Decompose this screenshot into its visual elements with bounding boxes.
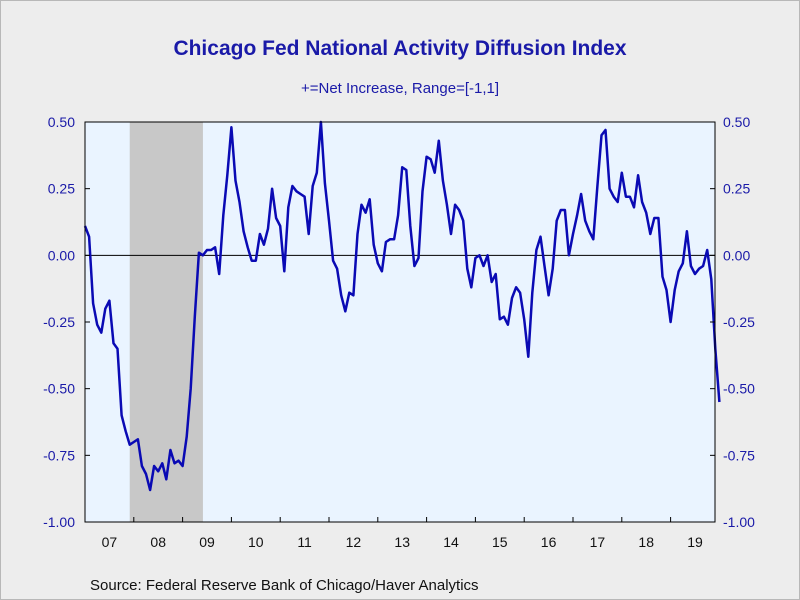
y-tick-label-left: 0.00	[48, 247, 75, 263]
y-tick-label-left: -0.25	[43, 314, 75, 330]
y-tick-label-left: 0.25	[48, 181, 75, 197]
x-tick-label: 19	[687, 534, 703, 550]
y-tick-label-right: 0.25	[723, 181, 750, 197]
y-tick-label-right: -0.50	[723, 381, 755, 397]
y-tick-label-right: -0.75	[723, 447, 755, 463]
x-tick-label: 18	[638, 534, 654, 550]
y-tick-label-left: -0.50	[43, 381, 75, 397]
x-axis: 07 08 09 10 11 12 13 14 15 16 17 18 19	[84, 517, 703, 550]
y-axis-left: 0.50 0.25 0.00 -0.25 -0.50 -0.75 -1.00	[43, 114, 90, 530]
chart-subtitle: +=Net Increase, Range=[-1,1]	[300, 80, 500, 97]
x-tick-label: 08	[150, 534, 166, 550]
y-tick-label-right: 0.50	[723, 114, 750, 130]
y-tick-label-left: -1.00	[43, 514, 75, 530]
x-tick-label: 09	[199, 534, 215, 550]
x-tick-label: 17	[590, 534, 606, 550]
y-tick-label-left: 0.50	[48, 114, 75, 130]
x-tick-label: 07	[102, 534, 118, 550]
y-axis-right: 0.50 0.25 0.00 -0.25 -0.50 -0.75 -1.00	[710, 114, 755, 530]
x-tick-label: 12	[346, 534, 362, 550]
x-tick-label: 11	[297, 534, 312, 550]
series-line	[83, 120, 721, 492]
source-note: Source: Federal Reserve Bank of Chicago/…	[90, 577, 479, 594]
x-tick-label: 14	[443, 534, 459, 550]
y-tick-label-right: -1.00	[723, 514, 755, 530]
x-tick-label: 16	[541, 534, 557, 550]
recession-shading	[129, 122, 203, 522]
y-tick-label-right: -0.25	[723, 314, 755, 330]
x-tick-label: 10	[248, 534, 264, 550]
x-tick-label: 13	[394, 534, 410, 550]
y-tick-label-right: 0.00	[723, 247, 750, 263]
x-tick-label: 15	[492, 534, 508, 550]
chart-title: Chicago Fed National Activity Diffusion …	[173, 37, 627, 60]
y-tick-label-left: -0.75	[43, 447, 75, 463]
